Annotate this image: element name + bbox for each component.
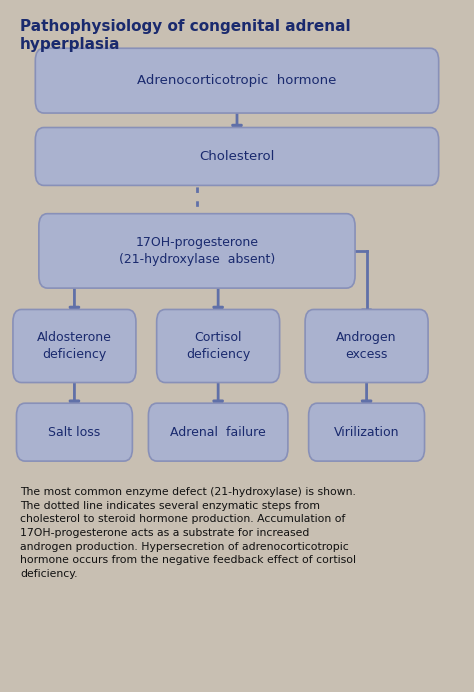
Text: Salt loss: Salt loss xyxy=(48,426,100,439)
FancyBboxPatch shape xyxy=(309,403,425,461)
Text: 17OH-progesterone
(21-hydroxylase  absent): 17OH-progesterone (21-hydroxylase absent… xyxy=(119,236,275,266)
Text: Adrenal  failure: Adrenal failure xyxy=(170,426,266,439)
Text: Adrenocorticotropic  hormone: Adrenocorticotropic hormone xyxy=(137,74,337,87)
FancyBboxPatch shape xyxy=(36,127,438,185)
Text: The most common enzyme defect (21-hydroxylase) is shown.
The dotted line indicat: The most common enzyme defect (21-hydrox… xyxy=(20,487,356,579)
Text: Pathophysiology of congenital adrenal
hyperplasia: Pathophysiology of congenital adrenal hy… xyxy=(20,19,351,52)
Text: Cortisol
deficiency: Cortisol deficiency xyxy=(186,331,250,361)
FancyBboxPatch shape xyxy=(148,403,288,461)
FancyBboxPatch shape xyxy=(305,309,428,383)
Text: Aldosterone
deficiency: Aldosterone deficiency xyxy=(37,331,112,361)
Text: Virilization: Virilization xyxy=(334,426,399,439)
Text: Androgen
excess: Androgen excess xyxy=(337,331,397,361)
FancyBboxPatch shape xyxy=(39,214,355,288)
FancyBboxPatch shape xyxy=(17,403,132,461)
Text: Cholesterol: Cholesterol xyxy=(199,150,275,163)
FancyBboxPatch shape xyxy=(156,309,280,383)
FancyBboxPatch shape xyxy=(13,309,136,383)
FancyBboxPatch shape xyxy=(36,48,438,113)
